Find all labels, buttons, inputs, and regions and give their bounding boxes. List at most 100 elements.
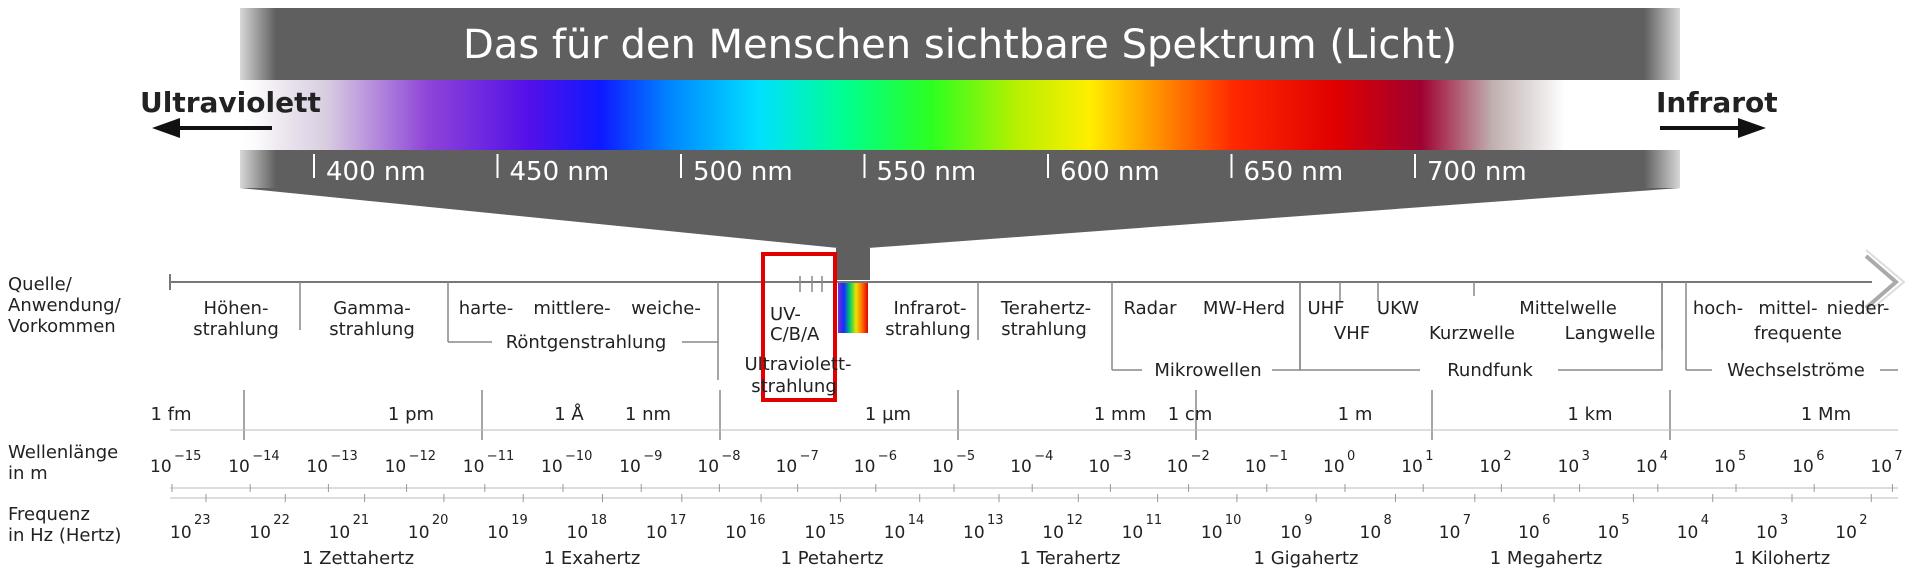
ultraviolettstrahlung-label-1: Ultraviolett- xyxy=(744,354,851,375)
mittelwelle-label: Mittelwelle xyxy=(1519,298,1617,319)
frequency-exponent: 3 xyxy=(1780,513,1788,528)
axis-arrow-outline-icon xyxy=(1865,249,1906,315)
wavelength-exponent: 5 xyxy=(1738,449,1746,464)
wavelength-exponent: 7 xyxy=(1894,449,1902,464)
wavelength-base: 10 xyxy=(932,457,954,477)
length-unit-label: 1 Å xyxy=(554,403,584,425)
frequency-exponent: 21 xyxy=(353,513,370,528)
frequency-exponent: 7 xyxy=(1463,513,1471,528)
length-unit-label: 1 fm xyxy=(150,404,191,425)
wavelength-base: 10 xyxy=(1167,457,1189,477)
frequency-exponent: 9 xyxy=(1304,513,1312,528)
frequency-base: 10 xyxy=(487,523,509,543)
length-unit-label: 1 m xyxy=(1338,404,1373,425)
radar-label: Radar xyxy=(1124,298,1178,319)
gammastrahlung-label-1: Gamma- xyxy=(333,298,411,319)
frequency-exponent: 2 xyxy=(1859,513,1867,528)
wavelength-base: 10 xyxy=(1010,457,1032,477)
length-unit-label: 1 cm xyxy=(1168,404,1213,425)
frequency-exponent: 18 xyxy=(591,513,608,528)
visible-spectrum-gradient xyxy=(240,80,1680,150)
wavelength-exponent: 4 xyxy=(1660,449,1668,464)
frequency-base: 10 xyxy=(1835,523,1857,543)
frequency-exponent: 20 xyxy=(432,513,449,528)
frequency-exponent: 22 xyxy=(273,513,290,528)
length-unit-label: 1 km xyxy=(1567,404,1612,425)
frequency-base: 10 xyxy=(963,523,985,543)
wavelength-exponent: −6 xyxy=(878,449,897,464)
spectrum-title: Das für den Menschen sichtbare Spektrum … xyxy=(463,22,1457,68)
frequency-exponent: 6 xyxy=(1542,513,1550,528)
infrared-arrow-icon xyxy=(1738,118,1766,138)
wavelength-base: 10 xyxy=(1558,457,1580,477)
hoch-label: hoch- xyxy=(1693,298,1743,319)
source-header-line3: Vorkommen xyxy=(8,316,116,337)
wavelength-exponent: −14 xyxy=(252,449,279,464)
frequency-base: 10 xyxy=(1756,523,1778,543)
title-band xyxy=(240,8,1680,80)
hoehenstrahlung-label-1: Höhen- xyxy=(204,298,269,319)
ultraviolet-arrow-icon xyxy=(152,118,180,138)
vhf-label: VHF xyxy=(1334,323,1370,344)
wavelength-base: 10 xyxy=(1245,457,1267,477)
wavelength-exponent: −1 xyxy=(1269,449,1288,464)
xray-label: Röntgenstrahlung xyxy=(506,332,667,353)
wavelength-exponent: 6 xyxy=(1816,449,1824,464)
wavelength-base: 10 xyxy=(306,457,328,477)
wavelength-exponent: 1 xyxy=(1425,449,1433,464)
frequency-unit-label: 1 Petahertz xyxy=(781,548,884,569)
frequency-base: 10 xyxy=(646,523,668,543)
wavelength-exponent: −11 xyxy=(487,449,514,464)
frequency-exponent: 17 xyxy=(670,513,687,528)
frequency-exponent: 11 xyxy=(1146,513,1163,528)
uv-cba-label-2: C/B/A xyxy=(770,324,820,345)
xray-hard-label: harte- xyxy=(459,298,513,319)
wavelength-base: 10 xyxy=(1323,457,1345,477)
infrarotstrahlung-label-1: Infrarot- xyxy=(893,298,966,319)
wavelength-base: 10 xyxy=(228,457,250,477)
frequency-exponent: 16 xyxy=(749,513,766,528)
frequency-header-line1: Frequenz xyxy=(8,504,90,525)
frequency-base: 10 xyxy=(804,523,826,543)
frequency-base: 10 xyxy=(1201,523,1223,543)
frequency-base: 10 xyxy=(1677,523,1699,543)
wavelength-base: 10 xyxy=(1479,457,1501,477)
source-brackets xyxy=(243,276,1898,440)
frequency-unit-label: 1 Kilohertz xyxy=(1734,548,1830,569)
wavelength-base: 10 xyxy=(1714,457,1736,477)
wavelength-band xyxy=(240,150,1680,188)
wavelength-exponent: 0 xyxy=(1347,449,1355,464)
frequente-label: frequente xyxy=(1754,323,1842,344)
wavelength-header-line1: Wellenlänge xyxy=(8,442,118,463)
wavelength-exponent: −13 xyxy=(330,449,357,464)
mikrowellen-label: Mikrowellen xyxy=(1154,360,1261,381)
frequency-base: 10 xyxy=(884,523,906,543)
visible-tick-label: 450 nm xyxy=(510,157,610,187)
wavelength-exponent: −10 xyxy=(565,449,592,464)
funnel-stem xyxy=(836,248,870,280)
length-unit-label: 1 nm xyxy=(625,404,671,425)
frequency-exponent: 13 xyxy=(987,513,1004,528)
length-unit-label: 1 mm xyxy=(1094,404,1146,425)
frequency-exponent: 5 xyxy=(1621,513,1629,528)
mw-herd-label: MW-Herd xyxy=(1203,298,1285,319)
mittel-label: mittel- xyxy=(1758,298,1817,319)
wavelength-base: 10 xyxy=(1636,457,1658,477)
nieder-label: nieder- xyxy=(1827,298,1890,319)
frequency-base: 10 xyxy=(170,523,192,543)
length-unit-label: 1 Mm xyxy=(1801,404,1851,425)
frequency-unit-label: 1 Gigahertz xyxy=(1254,548,1359,569)
xray-medium-label: mittlere- xyxy=(533,298,610,319)
frequency-unit-label: 1 Terahertz xyxy=(1019,548,1120,569)
wavelength-base: 10 xyxy=(1401,457,1423,477)
frequency-exponent: 14 xyxy=(908,513,925,528)
wavelength-base: 10 xyxy=(1870,457,1892,477)
wavelength-base: 10 xyxy=(541,457,563,477)
frequency-unit-label: 1 Megahertz xyxy=(1490,548,1603,569)
wechselstroeme-label: Wechselströme xyxy=(1727,360,1865,381)
frequency-exponent: 4 xyxy=(1701,513,1709,528)
terahertzstrahlung-label-2: strahlung xyxy=(1001,319,1087,340)
visible-tick-label: 400 nm xyxy=(326,157,426,187)
